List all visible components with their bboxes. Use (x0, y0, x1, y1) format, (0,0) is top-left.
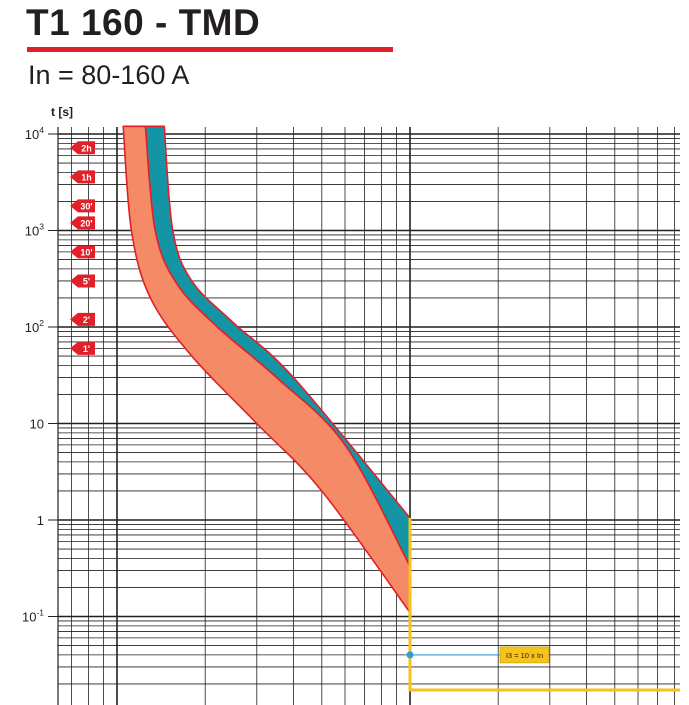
time-tag-shape (70, 170, 95, 184)
time-tag-label: 1' (83, 344, 90, 354)
y-tick-label: 1 (37, 513, 44, 528)
bands (122, 125, 411, 614)
time-tag-shape (70, 141, 95, 155)
time-tag-label: 2' (83, 315, 90, 325)
time-tag-shape (70, 199, 95, 213)
time-tag-label: 5' (83, 276, 90, 286)
time-tag-2h: 2h (70, 141, 95, 155)
i3-marker (406, 651, 414, 659)
y-tick-label: 10 (30, 417, 44, 432)
time-tag-label: 1h (81, 172, 92, 182)
time-tag-label: 2h (81, 143, 92, 153)
time-tag-1h: 1h (70, 170, 95, 184)
time-tag-5min: 5' (70, 274, 95, 288)
i3-label-box (499, 646, 550, 664)
time-tag-label: 20' (80, 218, 92, 228)
instantaneous-layer: I3 = 10 x In (406, 517, 680, 692)
page-subtitle: In = 80-160 A (28, 60, 190, 90)
title-underline (27, 47, 393, 52)
page-title: T1 160 - TMD (26, 2, 261, 43)
time-tag-shape (70, 274, 95, 288)
time-tag-30min: 30' (70, 199, 95, 213)
time-tag-2min: 2' (70, 312, 95, 326)
y-axis-label: t [s] (51, 105, 73, 119)
time-tag-label: 30' (80, 201, 92, 211)
time-tag-shape (70, 312, 95, 326)
time-tag-shape (70, 245, 95, 259)
y-tick-label: 10-1 (22, 608, 44, 625)
y-tick-label: 104 (25, 125, 44, 142)
time-markers: 2h 1h 30' 20' 10' 5' 2' 1' (70, 141, 95, 355)
instantaneous-trip-line (408, 517, 680, 692)
i3-label: I3 = 10 x In (506, 651, 543, 660)
time-tag-shape (70, 341, 95, 355)
time-tag-10min: 10' (70, 245, 95, 259)
y-tick-label: 103 (25, 222, 44, 239)
time-tag-1min: 1' (70, 341, 95, 355)
time-tag-label: 10' (80, 247, 92, 257)
time-tag-shape (70, 216, 95, 230)
y-tick-label: 102 (25, 318, 44, 335)
time-tag-20min: 20' (70, 216, 95, 230)
